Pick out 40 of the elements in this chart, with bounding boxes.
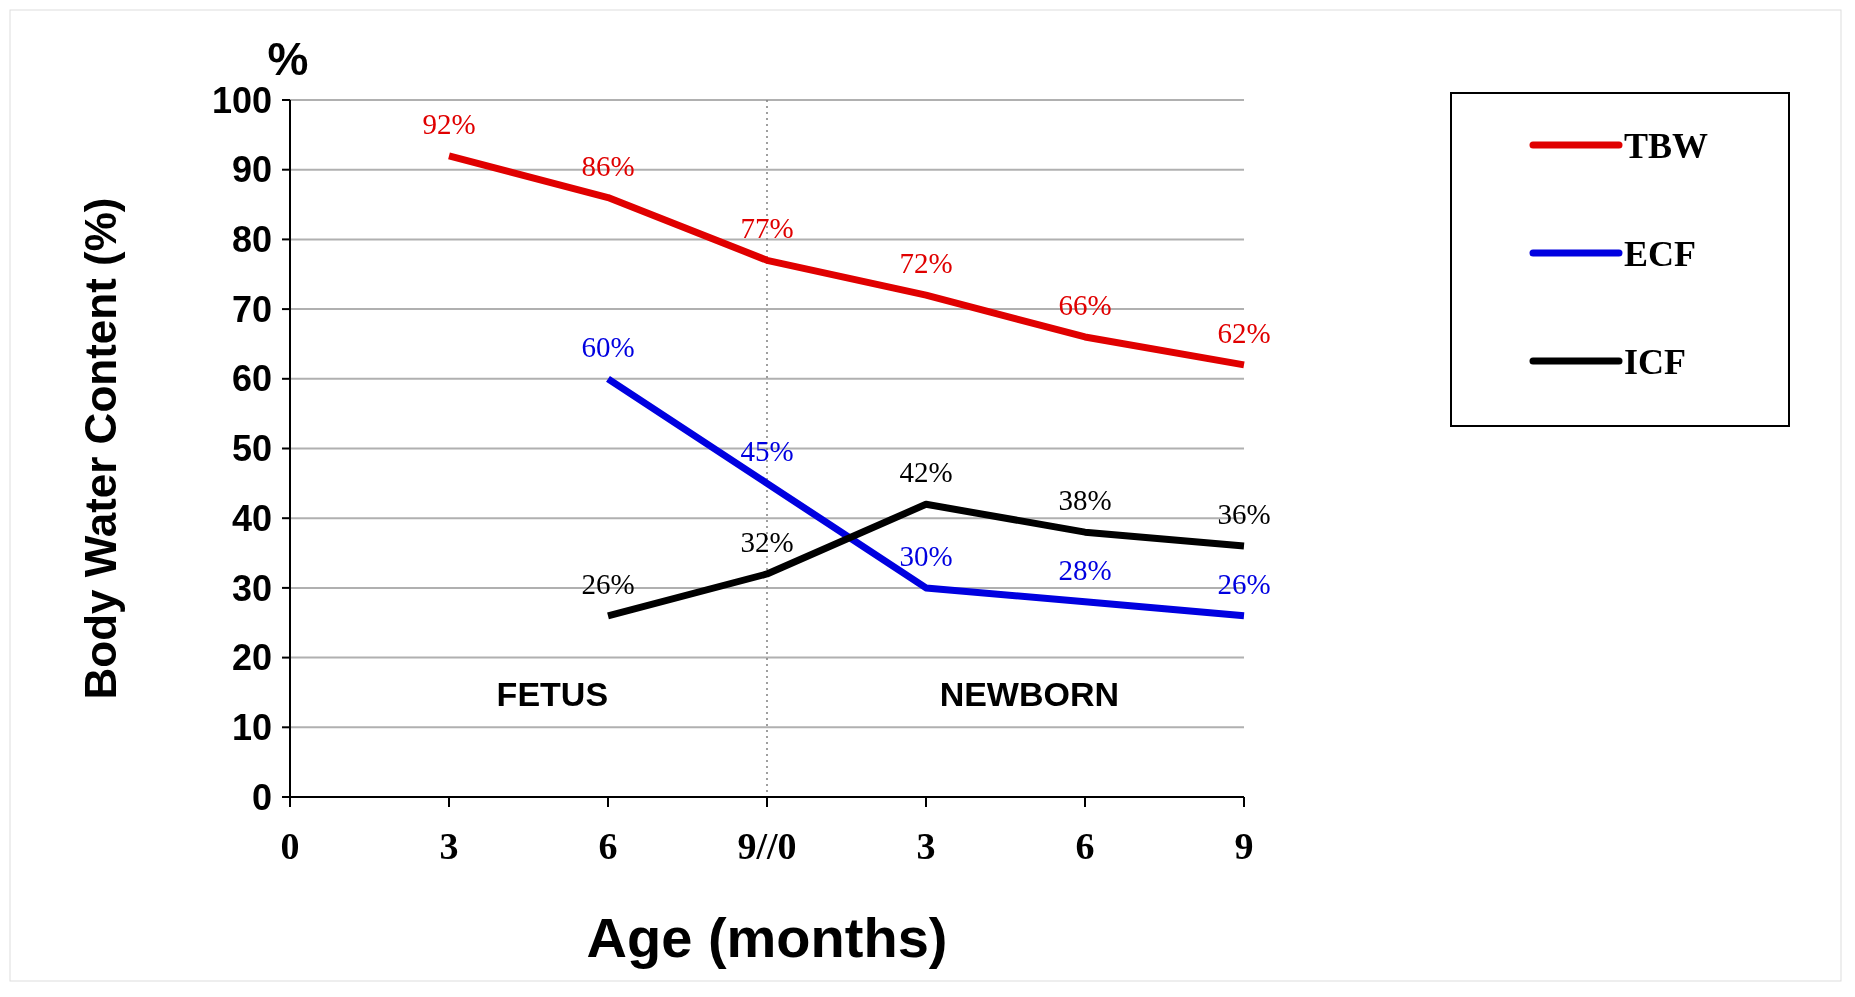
data-label: 86% [581, 149, 635, 182]
legend-label: ECF [1624, 233, 1696, 274]
y-tick-label: 80 [231, 219, 272, 260]
legend-label: ICF [1624, 341, 1686, 382]
y-tick-label: 20 [231, 637, 272, 679]
annotation: FETUS [496, 675, 609, 714]
y-tick-label: 90 [231, 149, 272, 191]
data-label: 42% [899, 456, 953, 489]
x-axis-title: Age (months) [586, 906, 948, 969]
x-tick-label: 9 [1234, 825, 1254, 867]
y-tick-label: 60 [231, 358, 272, 400]
data-label: 45% [740, 435, 794, 468]
data-label: 38% [1058, 484, 1112, 517]
y-tick-label: 70 [231, 288, 272, 330]
data-label: 92% [422, 107, 476, 140]
data-label: 32% [740, 525, 794, 558]
x-tick-label: 0 [280, 825, 300, 867]
y-tick-label: 30 [231, 567, 272, 609]
legend-label: TBW [1624, 125, 1709, 166]
y-axis-title: Body Water Content (%) [76, 197, 125, 700]
y-tick-label: 50 [231, 428, 272, 470]
data-label: 36% [1217, 498, 1271, 531]
x-tick-label: 6 [1075, 825, 1095, 867]
annotation: NEWBORN [939, 675, 1120, 714]
x-tick-label: 6 [598, 825, 618, 867]
y-tick-label: 0 [251, 776, 272, 818]
x-tick-label: 9//0 [737, 825, 797, 867]
data-label: 72% [899, 247, 953, 280]
data-label: 77% [740, 212, 794, 245]
x-tick-label: 3 [439, 825, 459, 867]
data-label: 66% [1058, 288, 1112, 321]
x-tick-label: 3 [916, 825, 936, 867]
data-label: 26% [1217, 567, 1271, 600]
data-label: 60% [581, 330, 635, 363]
data-label: 30% [899, 539, 953, 572]
data-label: 26% [581, 567, 635, 600]
y-tick-label: 10 [231, 706, 272, 748]
y-tick-label: 40 [231, 497, 272, 539]
data-label: 62% [1217, 316, 1271, 349]
data-label: 28% [1058, 553, 1112, 586]
